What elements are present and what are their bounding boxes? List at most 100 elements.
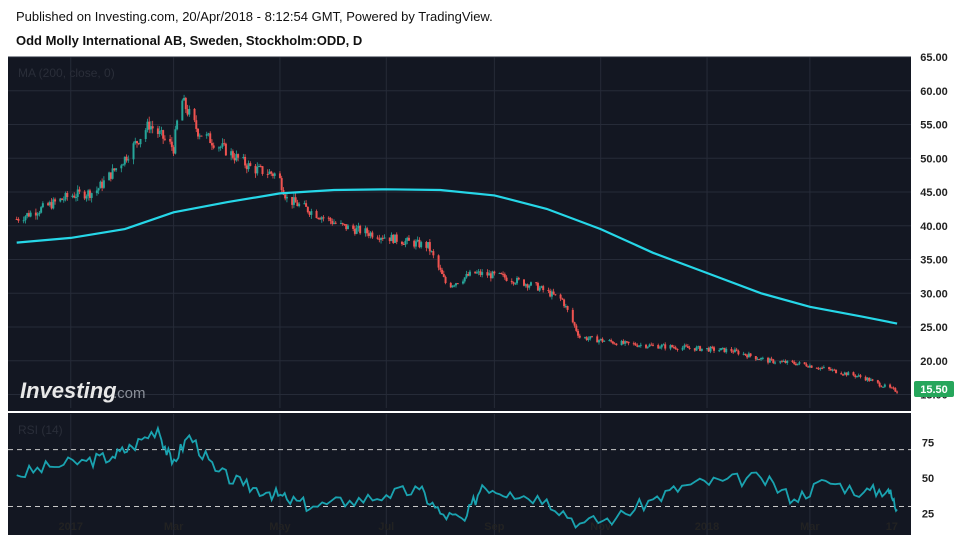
candle-body [523, 279, 525, 286]
candle-body [414, 241, 417, 247]
candle-body [512, 282, 515, 284]
candle-body [36, 214, 39, 216]
candle-body [449, 283, 452, 288]
time-tick-label: Jul [378, 521, 394, 533]
candle-body [221, 143, 224, 147]
candle-body [327, 217, 330, 219]
candle-body [475, 272, 478, 274]
candle-body [756, 359, 759, 361]
candle-body [233, 157, 236, 161]
candle-body [322, 217, 325, 219]
candle-body [400, 241, 403, 245]
candle-body [26, 213, 29, 217]
candle-body [868, 377, 871, 381]
candle-body [732, 351, 735, 353]
candle-body [662, 344, 665, 346]
candle-body [625, 341, 628, 343]
candle-body [273, 173, 276, 176]
candle-body [430, 251, 433, 253]
candle-body [122, 164, 125, 166]
candle-body [566, 306, 569, 310]
candle-body [378, 238, 381, 240]
candle-body [280, 178, 283, 191]
price-tick-label: 25.00 [920, 322, 948, 334]
price-tick-label: 20.00 [920, 356, 948, 368]
candle-body [538, 287, 541, 291]
candle-body [869, 379, 872, 381]
candle-body [371, 232, 374, 238]
candle-body [413, 240, 416, 247]
candle-body [303, 203, 306, 205]
candle-body [528, 285, 531, 288]
candle-body [266, 173, 269, 175]
rsi-tick-label: 50 [922, 473, 934, 485]
candle-body [587, 338, 590, 340]
candle-body [505, 277, 508, 281]
candle-body [50, 202, 53, 209]
candle-body [774, 362, 777, 364]
candle-body [648, 344, 651, 347]
candle-body [561, 298, 564, 300]
candle-body [817, 368, 820, 370]
candle-body [535, 282, 538, 284]
candle-body [402, 244, 405, 246]
candle-body [489, 273, 492, 279]
candle-body [183, 97, 186, 101]
candle-body [803, 362, 806, 365]
candle-body [451, 285, 454, 288]
candle-body [681, 347, 684, 350]
candle-body [24, 216, 27, 221]
candle-body [688, 347, 691, 349]
price-tick-label: 60.00 [920, 86, 948, 98]
candle-body [791, 360, 794, 362]
candle-body [721, 347, 724, 349]
candle-body [577, 330, 580, 336]
candle-body [615, 343, 618, 346]
candle-body [48, 202, 51, 206]
candle-body [353, 228, 356, 234]
time-tick-label: Mar [800, 521, 820, 533]
last-price-label: 15.50 [920, 384, 948, 396]
candle-body [563, 299, 566, 307]
candle-body [76, 189, 79, 198]
candle-body [624, 341, 627, 344]
candle-body [158, 130, 161, 135]
candle-body [575, 325, 578, 331]
candle-body [559, 294, 562, 299]
candle-body [855, 376, 858, 378]
candle-body [404, 240, 407, 245]
candle-body [317, 217, 320, 219]
candle-body [292, 197, 295, 205]
candle-body [896, 391, 899, 393]
candle-body [503, 274, 506, 278]
candle-body [650, 344, 653, 346]
candle-body [137, 143, 140, 145]
price-tick-label: 50.00 [920, 153, 948, 165]
candle-body [695, 347, 698, 351]
candle-body [160, 130, 163, 132]
candle-body [184, 97, 187, 110]
candle-body [144, 130, 147, 140]
candle-body [245, 165, 248, 170]
candle-body [829, 369, 832, 371]
candle-body [854, 375, 857, 377]
candle-body [207, 133, 210, 135]
candle-body [395, 234, 398, 242]
time-tick-label: Sep [484, 521, 504, 533]
candle-body [540, 286, 543, 288]
candle-body [843, 372, 846, 375]
candle-body [381, 238, 384, 240]
candle-body [294, 197, 297, 203]
candle-body [892, 387, 895, 389]
candle-body [610, 340, 613, 342]
candle-body [406, 237, 409, 241]
candle-body [219, 146, 222, 148]
candle-body [62, 199, 65, 201]
time-tick-label: Nov [590, 521, 612, 533]
candle-body [209, 133, 212, 144]
candle-body [798, 362, 801, 364]
candle-body [90, 193, 93, 198]
candle-body [125, 156, 128, 161]
candle-body [278, 173, 281, 179]
